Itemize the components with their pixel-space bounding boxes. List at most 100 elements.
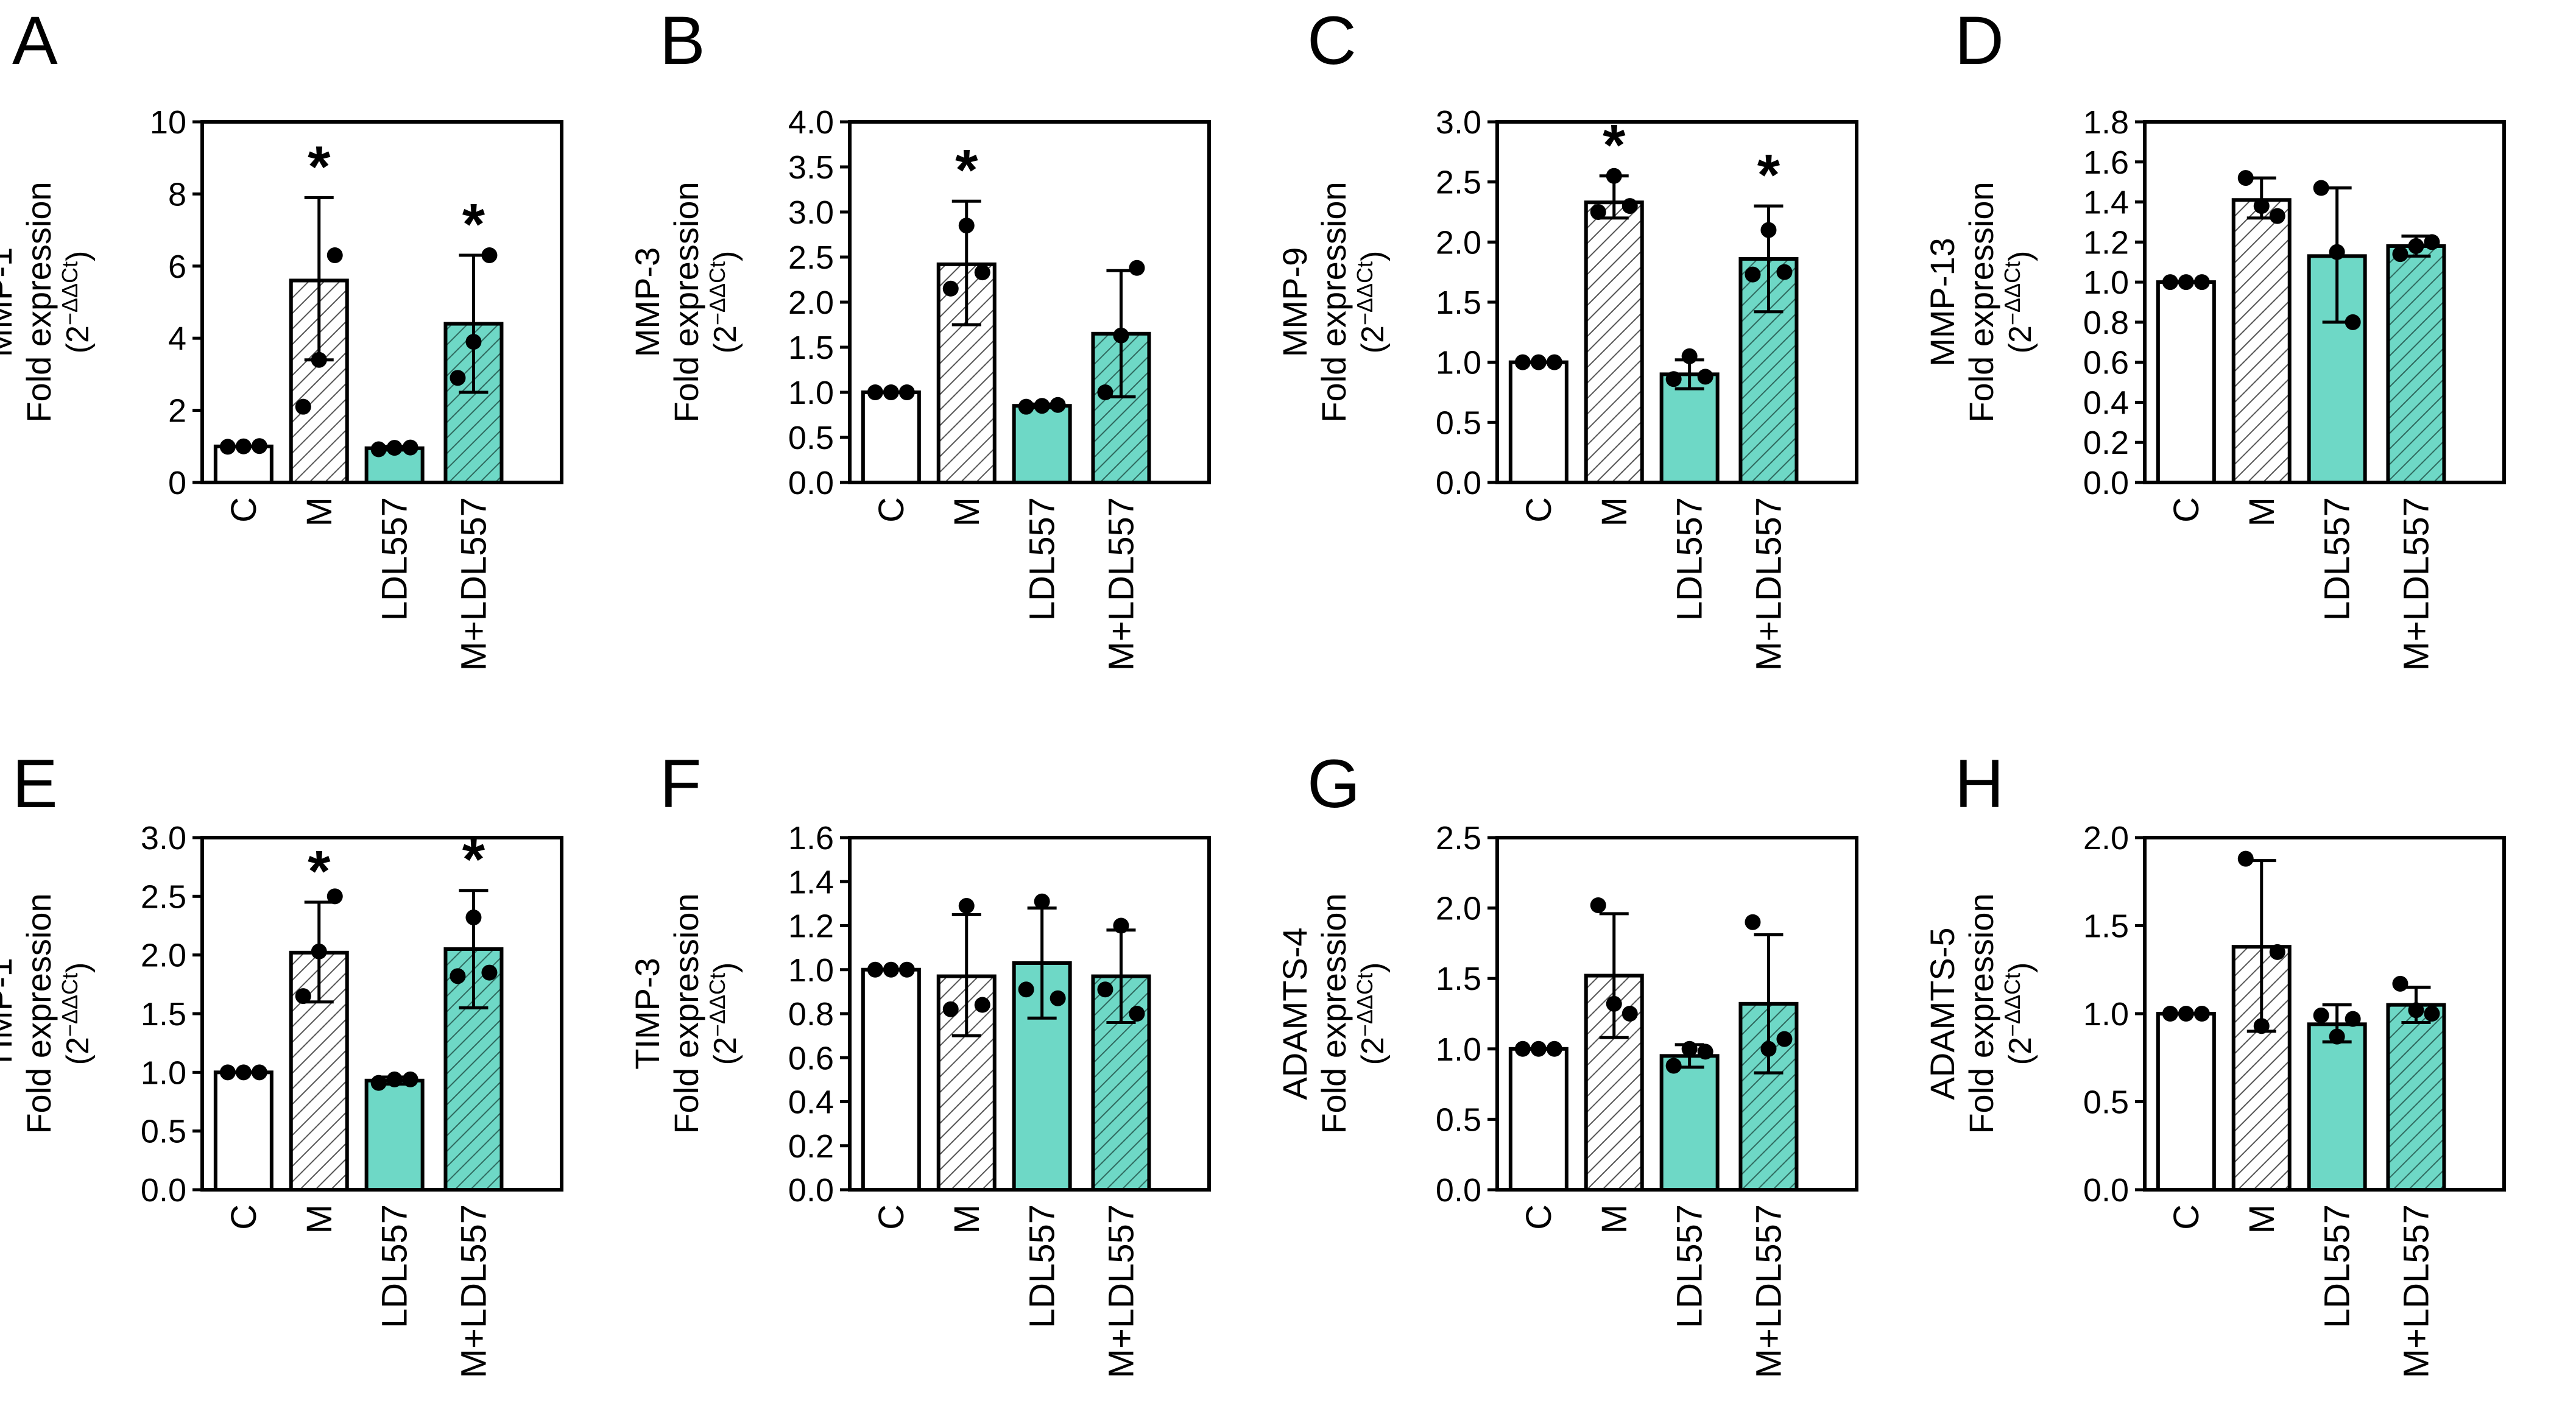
data-point (2345, 1011, 2361, 1027)
data-point (450, 370, 466, 386)
formula-base: (2 (1355, 1037, 1391, 1065)
formula-base: (2 (2003, 1037, 2038, 1065)
y-tick-label: 0.0 (788, 1172, 834, 1209)
y-tick-label: 10 (150, 104, 186, 141)
y-tick-label: 3.0 (788, 194, 834, 231)
gene-name-label: ADAMTS-4 (1276, 927, 1314, 1100)
data-point (1514, 1040, 1531, 1057)
data-point (2424, 234, 2440, 250)
category-label: M+LDL557 (1749, 1204, 1788, 1378)
data-point (1113, 327, 1129, 344)
y-tick-label: 0.6 (788, 1040, 834, 1076)
data-point (1590, 204, 1606, 220)
data-point (1034, 893, 1050, 910)
data-point (251, 1064, 267, 1081)
data-point (2269, 944, 2285, 960)
y-tick-label: 1.4 (2083, 185, 2129, 221)
data-point (2178, 1006, 2194, 1022)
significance-star: * (955, 138, 978, 203)
data-point (1621, 1006, 1638, 1022)
y-tick-label: 0.0 (2083, 465, 2129, 501)
y-axis-label: TIMP-1 Fold expression (2−ΔΔCt) (0, 893, 96, 1134)
y-tick-label: 3.5 (788, 149, 834, 186)
category-label: LDL557 (375, 1204, 415, 1328)
y-tick-label: 0.0 (788, 465, 834, 501)
bar-c (1508, 360, 1569, 485)
formula-base: (2 (60, 325, 96, 353)
plot-frame (1495, 836, 1858, 1192)
data-point (1530, 354, 1547, 370)
data-point (1606, 995, 1622, 1012)
y-tick-label: 0.5 (1436, 1101, 1481, 1138)
y-axis-label: ADAMTS-5 Fold expression (2−ΔΔCt) (1923, 893, 2038, 1134)
data-point (898, 384, 915, 400)
panel-letter: C (1307, 2, 1357, 79)
category-label: M+LDL557 (2396, 497, 2436, 671)
formula-close: ) (708, 251, 743, 261)
fold-expression-label: Fold expression (1314, 893, 1353, 1134)
data-point (2237, 170, 2254, 186)
data-point (942, 1001, 959, 1017)
category-label: C (872, 1204, 911, 1230)
bar-c (2156, 1012, 2216, 1192)
y-axis-label: MMP-13 Fold expression (2−ΔΔCt) (1923, 182, 2038, 422)
y-axis-label: ADAMTS-4 Fold expression (2−ΔΔCt) (1276, 893, 1391, 1134)
category-label: LDL557 (1670, 497, 1710, 621)
data-point (386, 440, 403, 456)
data-point (1546, 354, 1562, 370)
y-tick-label: 0.8 (2083, 305, 2129, 341)
category-label: M (1595, 497, 1634, 526)
panel-letter: D (1955, 2, 2004, 79)
formula-close: ) (2003, 963, 2038, 973)
y-tick-label: 4 (168, 320, 186, 357)
category-label: LDL557 (1670, 1204, 1710, 1328)
category-label: M+LDL557 (1101, 1204, 1141, 1378)
data-point (1129, 260, 1145, 276)
panel-f: F TIMP-3 Fold expression (2−ΔΔCt) 0.0 0.2 0.4 0… (628, 746, 1211, 1378)
data-point (2193, 1006, 2210, 1022)
fold-expression-label: Fold expression (1314, 182, 1353, 422)
formula-label: (2−ΔΔCt) (57, 251, 96, 354)
data-point (1514, 354, 1531, 370)
y-tick-label: 0.5 (788, 420, 834, 456)
y-tick-label: 2.5 (788, 239, 834, 276)
category-label: M (947, 497, 987, 526)
category-label: C (2167, 1204, 2206, 1230)
data-point (311, 351, 327, 368)
y-tick-label: 1.5 (141, 996, 186, 1033)
plot-frame (200, 836, 563, 1192)
plot-frame (848, 120, 1211, 484)
data-point (958, 897, 975, 914)
formula-label: (2−ΔΔCt) (705, 251, 743, 354)
y-tick-label: 2.0 (1436, 224, 1481, 261)
y-tick-label: 0.4 (2083, 384, 2129, 421)
panel-a: A MMP-1 Fold expression (2−ΔΔCt) 0 2 4 6 8 10 C * M L… (0, 2, 563, 671)
y-tick-label: 1.0 (788, 375, 834, 411)
formula-exponent: −ΔΔCt (2000, 261, 2025, 325)
data-point (465, 910, 482, 926)
gene-name-label: MMP-1 (0, 247, 19, 357)
data-point (235, 438, 252, 454)
data-point (1681, 1040, 1698, 1057)
data-point (1546, 1040, 1562, 1057)
y-axis-label: TIMP-3 Fold expression (2−ΔΔCt) (628, 893, 743, 1134)
y-tick-label: 0.5 (141, 1114, 186, 1150)
formula-close: ) (1355, 251, 1391, 261)
data-point (386, 1071, 403, 1087)
fold-expression-label: Fold expression (667, 182, 705, 422)
y-tick-label: 1.4 (788, 864, 834, 900)
data-point (1760, 1040, 1777, 1057)
data-point (2408, 1002, 2424, 1019)
data-point (974, 264, 990, 281)
category-label: LDL557 (2318, 497, 2357, 621)
category-label: C (224, 497, 264, 523)
y-tick-label: 6 (168, 249, 186, 285)
data-point (1129, 1006, 1145, 1022)
data-point (465, 334, 482, 350)
data-point (1697, 369, 1713, 385)
bar-c (213, 1070, 273, 1192)
formula-exponent: −ΔΔCt (57, 973, 82, 1037)
panel-g: G ADAMTS-4 Fold expression (2−ΔΔCt) 0.0 0.5 1.… (1276, 746, 1858, 1378)
panel-letter: A (12, 2, 58, 79)
formula-label: (2−ΔΔCt) (1352, 251, 1391, 354)
